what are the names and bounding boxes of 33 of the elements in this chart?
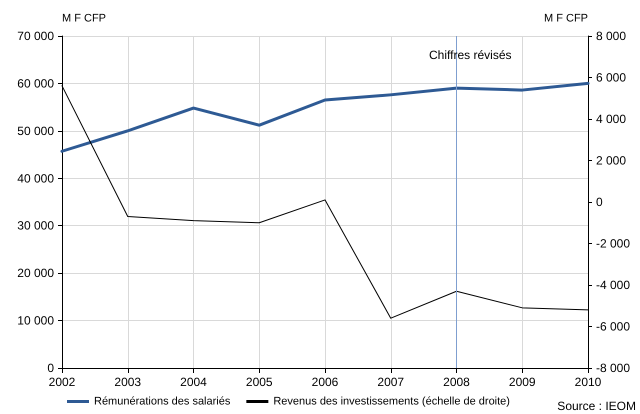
x-tick-label: 2008 [443, 375, 470, 389]
y-tick-label: 0 [47, 361, 54, 375]
legend-label: Revenus des investissements (échelle de droite) [273, 396, 510, 408]
y2-axis-title: M F CFP [544, 12, 588, 24]
ref-line-label: Chiffres révisés [429, 48, 512, 62]
x-tick-label: 2002 [48, 375, 76, 389]
y2-tick-label: 6 000 [596, 70, 626, 84]
y2-tick-label: 2 000 [596, 154, 626, 168]
y2-tick-label: 0 [596, 195, 603, 209]
y2-tick-label: 4 000 [596, 112, 626, 126]
x-tick-label: 2010 [574, 375, 602, 389]
line-series [60, 82, 590, 153]
x-tick-label: 2004 [180, 375, 208, 389]
y2-tick-label: -8 000 [596, 361, 630, 375]
x-tick-label: 2003 [114, 375, 142, 389]
x-tick-label: 2009 [508, 375, 536, 389]
y2-tick-label: -2 000 [596, 236, 630, 250]
y2-tick-label: 8 000 [596, 29, 626, 43]
x-tick-label: 2007 [377, 375, 404, 389]
source-note: Source : IEOM [557, 399, 636, 413]
y-tick-label: 20 000 [17, 266, 54, 280]
y-tick-label: 60 000 [17, 76, 54, 90]
y-tick-label: 10 000 [17, 314, 54, 328]
y-tick-label: 70 000 [17, 29, 54, 43]
y-tick-label: 30 000 [17, 218, 54, 233]
y-axis-title: M F CFP [62, 12, 106, 24]
y-tick-label: 40 000 [17, 171, 54, 186]
x-tick-label: 2006 [312, 375, 339, 389]
y2-tick-label: -6 000 [596, 320, 630, 334]
y2-tick-label: -4 000 [596, 278, 630, 292]
y-tick-label: 50 000 [17, 124, 54, 138]
x-tick-label: 2005 [246, 375, 273, 389]
legend-label: Rémunérations des salariés [94, 396, 231, 408]
